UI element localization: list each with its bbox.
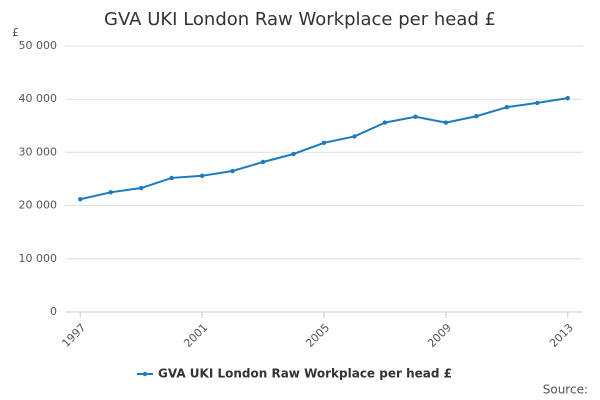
data-point — [565, 95, 570, 101]
y-tick-label: 10 000 — [19, 252, 58, 265]
data-point — [199, 173, 205, 179]
data-point — [474, 114, 479, 119]
legend-marker — [142, 371, 148, 377]
data-point — [352, 134, 357, 139]
data-point — [169, 175, 174, 181]
data-point — [382, 120, 388, 125]
data-point — [504, 104, 510, 110]
x-tick-label: 2009 — [425, 321, 454, 350]
data-point — [291, 151, 296, 157]
data-point — [413, 114, 418, 119]
y-tick-label: 20 000 — [19, 199, 58, 212]
data-point — [230, 168, 235, 174]
y-tick-label: 0 — [50, 305, 57, 318]
y-axis-label: £ — [12, 26, 19, 39]
x-tick-label: 2001 — [181, 321, 210, 350]
data-point — [535, 100, 540, 106]
data-point — [138, 185, 144, 191]
y-tick-label: 40 000 — [19, 92, 58, 105]
data-point — [108, 190, 113, 195]
data-point — [321, 140, 327, 146]
data-point — [78, 197, 83, 202]
legend-label: GVA UKI London Raw Workplace per head £ — [158, 367, 452, 381]
data-point — [260, 159, 266, 165]
data-line — [80, 97, 568, 201]
source: Source: — [543, 383, 588, 397]
y-tick-label: 50 000 — [19, 39, 58, 52]
y-tick-label: 30 000 — [19, 145, 58, 158]
x-tick-label: 2013 — [547, 321, 576, 350]
x-tick-label: 1997 — [59, 321, 88, 350]
data-point — [443, 120, 449, 125]
chart-title: GVA UKI London Raw Workplace per head £ — [104, 9, 496, 30]
legend: GVA UKI London Raw Workplace per head £ — [137, 367, 452, 381]
x-tick-label: 2005 — [303, 321, 332, 350]
